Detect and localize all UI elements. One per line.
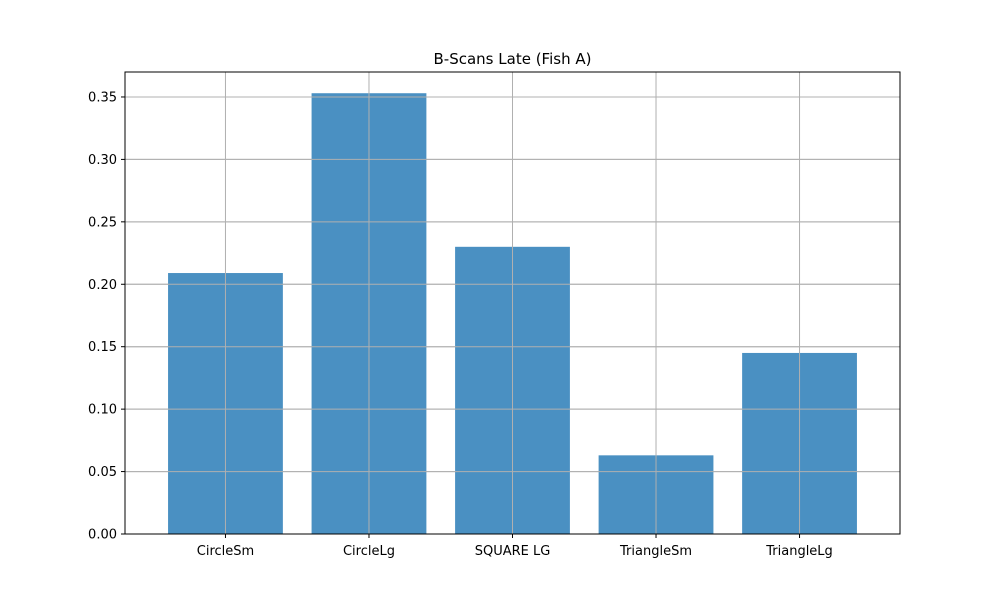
y-tick-label: 0.00 bbox=[88, 528, 117, 543]
x-tick-label: TriangleSm bbox=[619, 544, 692, 559]
chart-title: B-Scans Late (Fish A) bbox=[434, 50, 592, 68]
y-tick-label: 0.05 bbox=[88, 465, 117, 480]
y-tick-label: 0.35 bbox=[88, 90, 117, 105]
x-tick-label: CircleLg bbox=[343, 544, 395, 559]
y-tick-label: 0.20 bbox=[88, 278, 117, 293]
y-tick-label: 0.15 bbox=[88, 340, 117, 355]
y-tick-label: 0.30 bbox=[88, 153, 117, 168]
y-axis-ticks: 0.00 0.05 0.10 0.15 0.20 0.25 0.30 0.35 bbox=[88, 90, 125, 543]
x-axis-ticks: CircleSm CircleLg SQUARE LG TriangleSm Trian… bbox=[197, 534, 833, 559]
x-tick-label: TriangleLg bbox=[765, 544, 833, 559]
y-tick-label: 0.10 bbox=[88, 403, 117, 418]
x-tick-label: CircleSm bbox=[197, 544, 254, 559]
x-tick-label: SQUARE LG bbox=[475, 544, 551, 559]
y-tick-label: 0.25 bbox=[88, 215, 117, 230]
